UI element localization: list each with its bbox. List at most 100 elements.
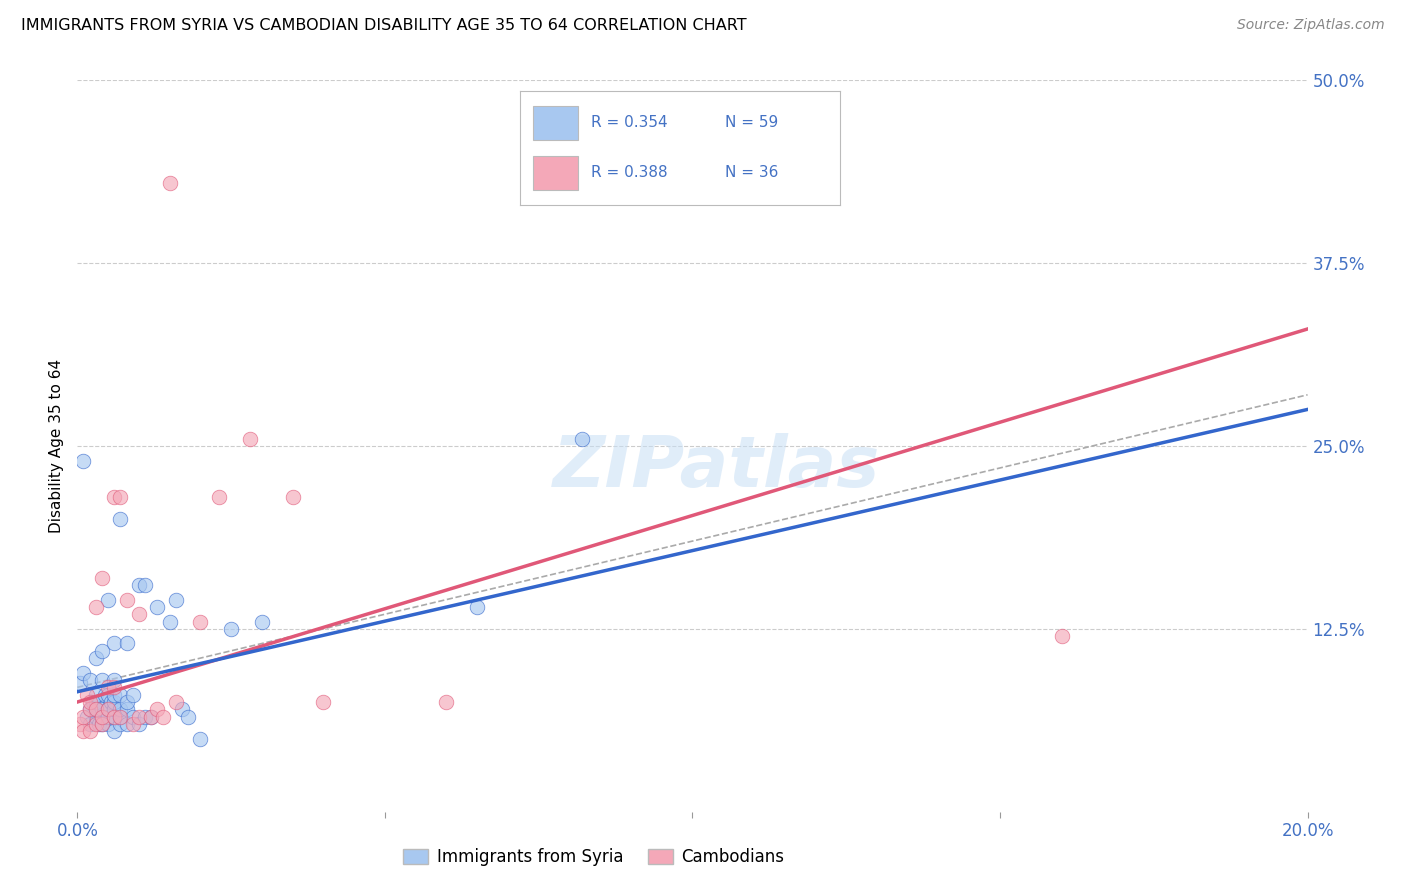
Point	[79, 717, 101, 731]
Point	[170, 702, 193, 716]
Point	[165, 592, 187, 607]
Point	[208, 490, 231, 504]
Point	[110, 709, 132, 723]
Point	[115, 695, 138, 709]
Point	[110, 688, 132, 702]
Point	[84, 702, 107, 716]
Point	[571, 432, 593, 446]
Point	[141, 709, 163, 723]
Point	[79, 695, 101, 709]
Point	[436, 695, 458, 709]
Point	[103, 681, 125, 695]
Point	[188, 731, 212, 746]
Point	[312, 695, 335, 709]
Point	[110, 717, 132, 731]
Point	[121, 717, 143, 731]
Point	[128, 578, 150, 592]
Point	[84, 651, 107, 665]
Point	[165, 695, 187, 709]
Point	[84, 599, 107, 614]
Point	[97, 702, 120, 716]
Text: ZIPatlas: ZIPatlas	[554, 434, 880, 502]
Point	[103, 702, 125, 716]
Point	[90, 717, 114, 731]
Point	[97, 681, 120, 695]
Point	[250, 615, 273, 629]
Point	[84, 717, 107, 731]
Point	[110, 702, 132, 716]
Point	[84, 695, 107, 709]
Point	[465, 599, 488, 614]
Point	[188, 615, 212, 629]
Point	[128, 717, 150, 731]
Point	[115, 702, 138, 716]
Point	[69, 676, 91, 690]
Point	[128, 607, 150, 622]
Point	[84, 709, 107, 723]
Point	[134, 709, 156, 723]
Text: Source: ZipAtlas.com: Source: ZipAtlas.com	[1237, 18, 1385, 32]
Point	[103, 673, 125, 687]
Point	[239, 432, 262, 446]
Point	[84, 688, 107, 702]
Point	[76, 709, 98, 723]
Point	[90, 702, 114, 716]
Point	[110, 512, 132, 526]
Point	[72, 453, 94, 467]
Point	[90, 673, 114, 687]
Point	[177, 709, 200, 723]
Legend: Immigrants from Syria, Cambodians: Immigrants from Syria, Cambodians	[396, 841, 792, 873]
Point	[90, 709, 114, 723]
Point	[90, 717, 114, 731]
Point	[103, 695, 125, 709]
Point	[72, 724, 94, 739]
Point	[97, 702, 120, 716]
Point	[72, 665, 94, 680]
Point	[115, 636, 138, 650]
Point	[146, 702, 169, 716]
Point	[97, 688, 120, 702]
Point	[159, 615, 181, 629]
Point	[97, 592, 120, 607]
Point	[103, 636, 125, 650]
Point	[121, 709, 143, 723]
Point	[79, 702, 101, 716]
Point	[79, 724, 101, 739]
Point	[128, 709, 150, 723]
Point	[103, 709, 125, 723]
Point	[103, 724, 125, 739]
Point	[110, 490, 132, 504]
Point	[103, 709, 125, 723]
Point	[76, 688, 98, 702]
Point	[69, 717, 91, 731]
Point	[115, 717, 138, 731]
Point	[97, 709, 120, 723]
Point	[121, 688, 143, 702]
Point	[100, 695, 122, 709]
Point	[103, 490, 125, 504]
Point	[72, 709, 94, 723]
Text: IMMIGRANTS FROM SYRIA VS CAMBODIAN DISABILITY AGE 35 TO 64 CORRELATION CHART: IMMIGRANTS FROM SYRIA VS CAMBODIAN DISAB…	[21, 18, 747, 33]
Point	[1050, 629, 1073, 643]
Point	[84, 702, 107, 716]
Point	[94, 688, 117, 702]
Point	[79, 673, 101, 687]
Point	[79, 702, 101, 716]
Point	[152, 709, 174, 723]
Point	[103, 688, 125, 702]
Point	[115, 592, 138, 607]
Y-axis label: Disability Age 35 to 64: Disability Age 35 to 64	[49, 359, 65, 533]
Point	[281, 490, 304, 504]
Point	[159, 176, 181, 190]
Point	[141, 709, 163, 723]
Point	[134, 578, 156, 592]
Point	[82, 695, 104, 709]
Point	[97, 717, 120, 731]
Point	[90, 571, 114, 585]
Point	[90, 644, 114, 658]
Point	[219, 622, 242, 636]
Point	[146, 599, 169, 614]
Point	[87, 717, 110, 731]
Point	[90, 709, 114, 723]
Point	[110, 709, 132, 723]
